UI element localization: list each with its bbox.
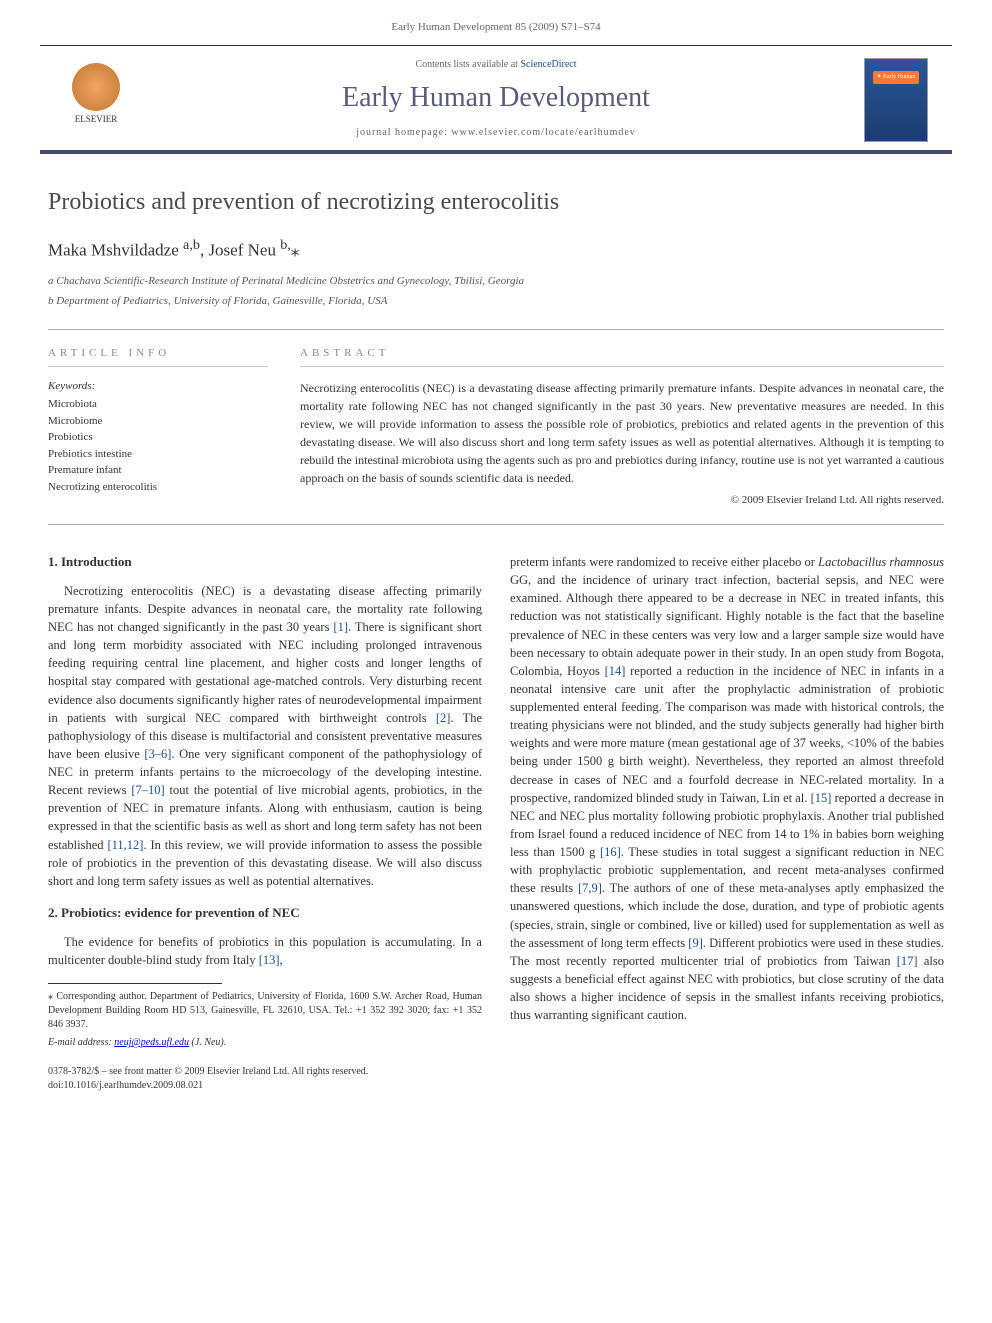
abstract-text: Necrotizing enterocolitis (NEC) is a dev… <box>300 379 944 487</box>
footnote-divider <box>48 983 222 984</box>
article-info-heading: ARTICLE INFO <box>48 346 268 366</box>
email-footnote: E-mail address: neuj@peds.ufl.edu (J. Ne… <box>48 1036 482 1051</box>
right-column: preterm infants were randomized to recei… <box>510 553 944 1093</box>
section-2-p2: preterm infants were randomized to recei… <box>510 553 944 1024</box>
info-abstract-row: ARTICLE INFO Keywords: Microbiota Microb… <box>48 329 944 525</box>
keyword: Premature infant <box>48 462 268 479</box>
keyword: Microbiota <box>48 396 268 413</box>
running-header: Early Human Development 85 (2009) S71–S7… <box>0 0 992 45</box>
section-1-heading: 1. Introduction <box>48 553 482 572</box>
publisher-name: ELSEVIER <box>75 113 118 126</box>
cover-badge-icon: ✦ Early Human <box>873 71 920 83</box>
article-body: Probiotics and prevention of necrotizing… <box>0 154 992 1124</box>
section-2-heading: 2. Probiotics: evidence for prevention o… <box>48 904 482 923</box>
keyword: Probiotics <box>48 429 268 446</box>
author-list: Maka Mshvildadze a,b, Josef Neu b,⁎ <box>48 236 944 262</box>
contents-list-line: Contents lists available at ScienceDirec… <box>148 58 844 72</box>
email-link[interactable]: neuj@peds.ufl.edu <box>114 1037 189 1048</box>
abstract-col: ABSTRACT Necrotizing enterocolitis (NEC)… <box>300 346 944 508</box>
left-column: 1. Introduction Necrotizing enterocoliti… <box>48 553 482 1093</box>
footer-meta: 0378-3782/$ – see front matter © 2009 El… <box>48 1065 482 1093</box>
sciencedirect-link[interactable]: ScienceDirect <box>520 59 576 70</box>
doi-line: doi:10.1016/j.earlhumdev.2009.08.021 <box>48 1079 482 1093</box>
homepage-prefix: journal homepage: <box>356 127 451 138</box>
abstract-copyright: © 2009 Elsevier Ireland Ltd. All rights … <box>300 493 944 508</box>
email-suffix: (J. Neu). <box>189 1037 226 1048</box>
two-column-body: 1. Introduction Necrotizing enterocoliti… <box>48 553 944 1093</box>
keyword: Necrotizing enterocolitis <box>48 479 268 496</box>
keywords-label: Keywords: <box>48 379 268 394</box>
contents-prefix: Contents lists available at <box>415 59 520 70</box>
section-1-p1: Necrotizing enterocolitis (NEC) is a dev… <box>48 582 482 890</box>
article-info-col: ARTICLE INFO Keywords: Microbiota Microb… <box>48 346 268 508</box>
elsevier-logo: ELSEVIER <box>64 58 128 130</box>
article-title: Probiotics and prevention of necrotizing… <box>48 186 944 220</box>
banner-center: Contents lists available at ScienceDirec… <box>148 58 844 139</box>
corresponding-author-footnote: ⁎ Corresponding author. Department of Pe… <box>48 990 482 1032</box>
journal-homepage-line: journal homepage: www.elsevier.com/locat… <box>148 126 844 140</box>
homepage-url: www.elsevier.com/locate/earlhumdev <box>451 127 635 138</box>
elsevier-tree-icon <box>72 63 120 111</box>
issn-copyright-line: 0378-3782/$ – see front matter © 2009 El… <box>48 1065 482 1079</box>
journal-cover-thumbnail: ✦ Early Human <box>864 58 928 142</box>
keyword: Microbiome <box>48 413 268 430</box>
journal-banner: ELSEVIER Contents lists available at Sci… <box>40 45 952 154</box>
abstract-heading: ABSTRACT <box>300 346 944 366</box>
affiliation-a: a Chachava Scientific-Research Institute… <box>48 274 944 289</box>
keyword: Prebiotics intestine <box>48 446 268 463</box>
section-2-p1: The evidence for benefits of probiotics … <box>48 933 482 969</box>
journal-name: Early Human Development <box>148 78 844 117</box>
email-label: E-mail address: <box>48 1037 112 1048</box>
affiliation-b: b Department of Pediatrics, University o… <box>48 294 944 309</box>
